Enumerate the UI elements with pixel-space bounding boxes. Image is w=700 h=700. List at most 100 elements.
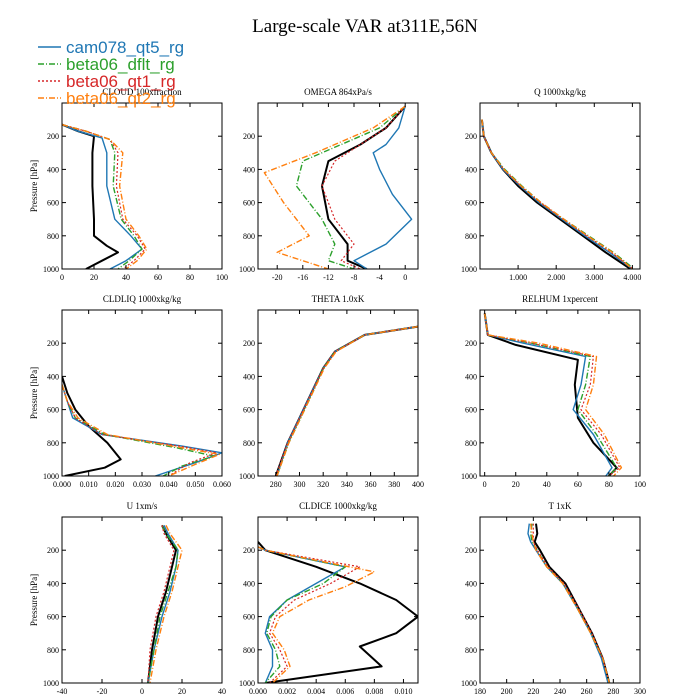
y-tick-label: 1000 — [43, 265, 59, 274]
x-tick-label: 0 — [403, 273, 407, 282]
x-tick-label: 20 — [178, 687, 186, 696]
x-tick-label: 20 — [512, 480, 520, 489]
x-tick-label: 40 — [122, 273, 130, 282]
x-tick-label: -20 — [97, 687, 108, 696]
y-tick-label: 600 — [47, 406, 59, 415]
y-tick-label: 1000 — [43, 679, 59, 688]
y-tick-label: 200 — [243, 339, 255, 348]
y-tick-label: 200 — [47, 132, 59, 141]
y-tick-label: 600 — [47, 613, 59, 622]
x-tick-label: 100 — [216, 273, 228, 282]
y-tick-label: 1000 — [461, 472, 477, 481]
y-tick-label: 1000 — [239, 472, 255, 481]
series-line-blue — [353, 106, 413, 269]
series-line-orange — [481, 119, 633, 269]
x-tick-label: 0.000 — [53, 480, 71, 489]
x-tick-label: -16 — [297, 273, 308, 282]
panel-7: U 1xm/s 200 400 600 800 1000-40 -20 0 20 40 Pressu… — [29, 501, 226, 696]
series-line-green — [481, 119, 635, 269]
x-tick-label: 0.030 — [133, 480, 151, 489]
panel-6: RELHUM 1xpercent 200 400 600 800 1000 0 20 40 60 8… — [461, 294, 646, 489]
x-tick-label: -20 — [272, 273, 283, 282]
y-tick-label: 800 — [243, 439, 255, 448]
x-tick-label: 340 — [341, 480, 353, 489]
x-tick-label: 0.020 — [106, 480, 124, 489]
x-tick-label: 240 — [554, 687, 566, 696]
x-tick-label: 300 — [293, 480, 305, 489]
x-tick-label: -8 — [351, 273, 358, 282]
x-tick-label: 0.010 — [80, 480, 98, 489]
panel-frame — [61, 516, 223, 684]
y-tick-label: 400 — [47, 165, 59, 174]
series-line-orange — [484, 313, 623, 476]
y-tick-label: 400 — [47, 579, 59, 588]
y-tick-label: 600 — [47, 199, 59, 208]
x-tick-label: 380 — [388, 480, 400, 489]
panel-title: CLDICE 1000xkg/kg — [299, 501, 377, 511]
series-line-green — [62, 384, 215, 476]
x-tick-label: 80 — [605, 480, 613, 489]
series-line-red — [62, 124, 146, 269]
series-line-blue — [62, 123, 143, 269]
series-line-green — [147, 524, 179, 683]
y-tick-label: 600 — [243, 613, 255, 622]
y-tick-label: 400 — [465, 165, 477, 174]
panel-frame — [479, 102, 641, 270]
y-tick-label: 800 — [47, 439, 59, 448]
series-line-blue — [276, 325, 418, 476]
y-tick-label: 600 — [465, 613, 477, 622]
x-tick-label: 280 — [607, 687, 619, 696]
legend-label: beta06_dflt_rg — [66, 55, 175, 74]
x-tick-label: 0 — [60, 273, 64, 282]
series-line-orange — [62, 384, 220, 476]
x-tick-label: -40 — [57, 687, 68, 696]
x-tick-label: -12 — [323, 273, 334, 282]
series-line-blue — [481, 119, 633, 269]
y-tick-label: 200 — [243, 546, 255, 555]
series-line-orange — [276, 325, 418, 476]
y-tick-label: 200 — [47, 339, 59, 348]
x-tick-label: 0.060 — [213, 480, 231, 489]
x-tick-label: 0.050 — [186, 480, 204, 489]
y-tick-label: 400 — [243, 372, 255, 381]
series-line-black — [274, 325, 418, 476]
series-line-black — [533, 523, 611, 683]
panel-4-series — [62, 376, 222, 476]
x-tick-label: 20 — [90, 273, 98, 282]
x-tick-label: 400 — [412, 480, 424, 489]
panel-5-series — [274, 325, 418, 476]
series-line-red — [321, 105, 406, 269]
y-tick-label: 800 — [465, 232, 477, 241]
series-line-blue — [527, 523, 609, 683]
panel-title: THETA 1.0xK — [312, 294, 365, 304]
y-tick-label: 400 — [243, 165, 255, 174]
y-tick-label: 800 — [243, 232, 255, 241]
y-tick-label: 400 — [465, 372, 477, 381]
series-line-red — [258, 546, 361, 683]
x-tick-label: 180 — [474, 687, 486, 696]
x-tick-label: 0 — [140, 687, 144, 696]
y-tick-label: 800 — [243, 646, 255, 655]
x-tick-label: 60 — [574, 480, 582, 489]
y-tick-label: 600 — [465, 406, 477, 415]
panel-1-series — [62, 123, 148, 269]
panel-title: CLDLIQ 1000xkg/kg — [103, 294, 182, 304]
y-tick-label: 400 — [47, 372, 59, 381]
x-tick-label: 2.000 — [547, 273, 565, 282]
series-line-black — [480, 119, 632, 269]
y-tick-label: 1000 — [461, 265, 477, 274]
panel-frame — [61, 102, 223, 270]
x-tick-label: 320 — [317, 480, 329, 489]
series-line-green — [276, 325, 418, 476]
x-tick-label: 0.004 — [307, 687, 325, 696]
series-line-orange — [530, 523, 610, 683]
series-line-orange — [62, 123, 148, 269]
legend: cam078_qt5_rgbeta06_dflt_rgbeta06_qt1_rg… — [38, 38, 184, 108]
series-line-red — [484, 313, 621, 476]
y-axis-label: Pressure [hPa] — [29, 160, 39, 212]
y-tick-label: 400 — [243, 579, 255, 588]
panel-3: Q 1000xkg/kg 200 400 600 800 1000 1.000 2.000 3.… — [461, 87, 641, 282]
